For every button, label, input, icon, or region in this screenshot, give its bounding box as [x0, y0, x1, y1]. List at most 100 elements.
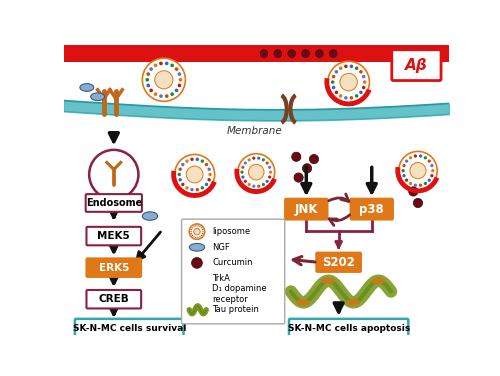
- Circle shape: [190, 188, 194, 191]
- Circle shape: [174, 67, 178, 71]
- Circle shape: [150, 89, 153, 92]
- Circle shape: [185, 186, 188, 190]
- FancyBboxPatch shape: [86, 258, 141, 277]
- Circle shape: [242, 176, 244, 179]
- Circle shape: [350, 96, 353, 100]
- Circle shape: [424, 156, 427, 159]
- Circle shape: [408, 187, 418, 196]
- Circle shape: [165, 94, 168, 98]
- Circle shape: [146, 78, 149, 82]
- Text: SK-N-MC cells survival: SK-N-MC cells survival: [72, 324, 186, 333]
- Circle shape: [409, 182, 412, 185]
- Text: SK-N-MC cells apoptosis: SK-N-MC cells apoptosis: [288, 324, 410, 333]
- Circle shape: [146, 72, 150, 76]
- Circle shape: [190, 229, 192, 230]
- Circle shape: [248, 164, 264, 180]
- Ellipse shape: [142, 212, 158, 220]
- Circle shape: [190, 158, 194, 161]
- Circle shape: [252, 185, 256, 188]
- Ellipse shape: [321, 277, 335, 284]
- Circle shape: [190, 233, 192, 234]
- Circle shape: [208, 178, 211, 182]
- Text: Endosome: Endosome: [86, 198, 142, 208]
- Circle shape: [260, 50, 268, 58]
- Circle shape: [274, 50, 281, 58]
- Circle shape: [244, 161, 247, 165]
- Text: Membrane: Membrane: [227, 126, 282, 136]
- Circle shape: [202, 231, 203, 232]
- Ellipse shape: [296, 299, 310, 306]
- Text: p38: p38: [360, 203, 384, 215]
- Circle shape: [344, 65, 348, 68]
- Circle shape: [419, 183, 422, 187]
- Circle shape: [330, 50, 337, 58]
- Circle shape: [262, 183, 265, 186]
- Circle shape: [355, 67, 358, 70]
- Circle shape: [302, 50, 310, 58]
- Circle shape: [202, 233, 203, 234]
- FancyBboxPatch shape: [86, 227, 141, 245]
- Circle shape: [355, 94, 358, 98]
- Circle shape: [170, 64, 174, 67]
- FancyBboxPatch shape: [75, 319, 184, 338]
- Circle shape: [428, 179, 431, 182]
- Circle shape: [194, 228, 200, 235]
- Circle shape: [178, 78, 182, 82]
- Circle shape: [186, 166, 203, 183]
- Text: Tau protein: Tau protein: [212, 305, 259, 314]
- Circle shape: [174, 155, 214, 194]
- Circle shape: [146, 83, 150, 87]
- Circle shape: [328, 61, 370, 103]
- FancyBboxPatch shape: [350, 199, 393, 220]
- Ellipse shape: [80, 83, 94, 91]
- Circle shape: [414, 183, 417, 187]
- Circle shape: [302, 164, 312, 173]
- Circle shape: [154, 64, 158, 67]
- Text: Curcumin: Curcumin: [212, 258, 253, 267]
- Circle shape: [350, 65, 353, 68]
- Circle shape: [196, 158, 199, 161]
- Circle shape: [208, 167, 211, 171]
- Circle shape: [405, 179, 408, 182]
- Text: TrkA: TrkA: [212, 274, 230, 283]
- Circle shape: [430, 164, 434, 167]
- Ellipse shape: [346, 299, 360, 306]
- Circle shape: [201, 227, 202, 229]
- Circle shape: [398, 152, 437, 190]
- Text: S202: S202: [322, 256, 355, 269]
- Circle shape: [178, 83, 182, 87]
- Circle shape: [181, 163, 184, 166]
- Circle shape: [268, 176, 271, 179]
- FancyBboxPatch shape: [86, 290, 141, 308]
- Circle shape: [340, 73, 357, 91]
- Circle shape: [190, 224, 204, 240]
- Circle shape: [242, 166, 244, 169]
- Circle shape: [178, 72, 182, 76]
- Circle shape: [201, 235, 202, 236]
- Circle shape: [414, 155, 417, 158]
- Circle shape: [268, 166, 271, 169]
- Circle shape: [200, 186, 204, 190]
- Bar: [64, 45, 449, 62]
- Circle shape: [419, 155, 422, 158]
- Circle shape: [430, 174, 434, 177]
- Text: ERK5: ERK5: [98, 263, 129, 273]
- Circle shape: [142, 58, 186, 101]
- Circle shape: [331, 80, 334, 84]
- Circle shape: [339, 94, 342, 98]
- Circle shape: [192, 227, 193, 229]
- Circle shape: [89, 150, 138, 199]
- FancyBboxPatch shape: [182, 219, 284, 324]
- Ellipse shape: [90, 93, 104, 100]
- Circle shape: [262, 158, 265, 161]
- Circle shape: [202, 229, 203, 230]
- Circle shape: [405, 159, 408, 163]
- Circle shape: [178, 173, 181, 176]
- Circle shape: [181, 183, 184, 186]
- Circle shape: [334, 91, 338, 94]
- Circle shape: [334, 70, 338, 74]
- Circle shape: [178, 178, 182, 182]
- Circle shape: [288, 50, 296, 58]
- Text: MEK5: MEK5: [98, 231, 130, 241]
- FancyBboxPatch shape: [86, 194, 142, 212]
